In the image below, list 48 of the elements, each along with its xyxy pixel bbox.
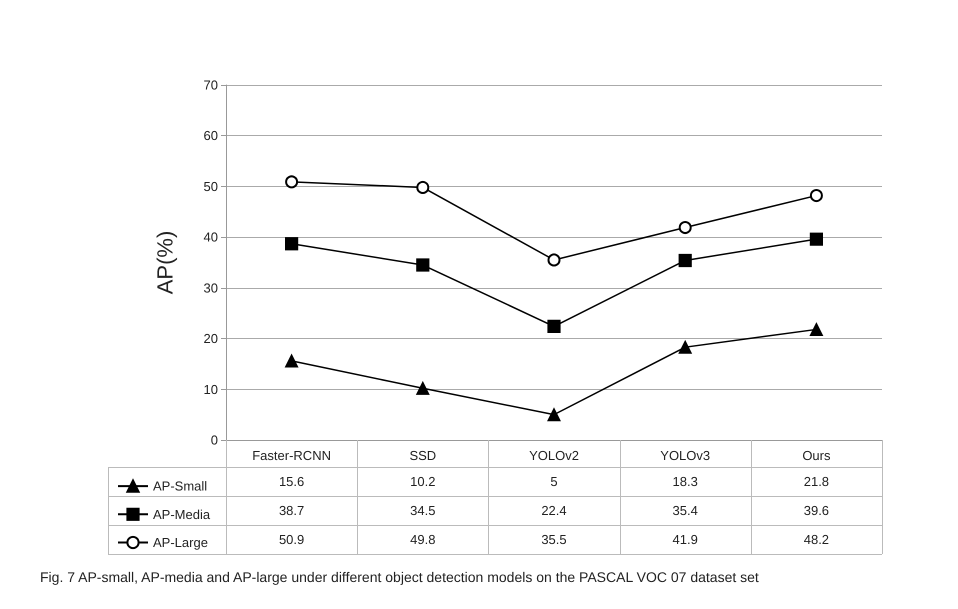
point	[810, 232, 823, 246]
y-tick-label: 30	[204, 280, 218, 296]
data-label: 39.6	[802, 503, 830, 518]
point	[678, 221, 692, 234]
y-tick-label: 70	[204, 78, 218, 92]
data-label: 48.2	[802, 532, 830, 547]
data-label: 10.2	[409, 474, 436, 489]
data-label: 35.5	[540, 532, 568, 547]
y-tick-label: 60	[204, 128, 218, 144]
legend-label: AP-Media	[153, 506, 211, 522]
x-tick-label: YOLOv2	[529, 448, 579, 463]
point	[547, 408, 561, 422]
x-tick-label: YOLOv3	[660, 448, 710, 463]
x-tick-label: SSD	[409, 448, 436, 463]
data-label: 15.6	[278, 474, 306, 489]
data-label: 49.8	[409, 532, 436, 547]
point	[285, 354, 298, 368]
point	[678, 340, 692, 354]
point	[285, 175, 298, 188]
data-label: 38.7	[278, 503, 306, 518]
y-tick-label: 50	[204, 178, 218, 194]
y-tick-label: 20	[204, 331, 218, 346]
y-tick-label: 10	[204, 382, 218, 397]
data-label: 22.4	[540, 503, 568, 518]
legend-label: AP-Small	[153, 478, 208, 494]
data-label: 5	[549, 474, 559, 489]
y-tick-label: 0	[210, 432, 218, 448]
point	[416, 258, 430, 272]
data-label: 41.9	[672, 532, 699, 547]
point	[547, 320, 561, 333]
data-label: 35.4	[672, 503, 699, 518]
data-label: 50.9	[278, 532, 306, 547]
data-label: 21.8	[802, 474, 830, 489]
x-tick-label: Ours	[802, 448, 831, 463]
y-axis-title: AP(%)	[152, 230, 178, 294]
caption: Fig. 7 AP-small, AP-media and AP-large under different object detection models on the PASCAL VOC 07 dataset set	[40, 568, 760, 587]
data-label: 34.5	[409, 503, 436, 518]
point	[285, 237, 298, 250]
y-tick-label: 40	[204, 230, 218, 245]
point	[416, 180, 430, 194]
point	[548, 253, 560, 266]
data-label: 18.3	[672, 474, 699, 489]
x-tick-label: Faster-RCNN	[252, 448, 331, 463]
point	[810, 189, 823, 202]
point	[810, 322, 823, 336]
point	[678, 254, 692, 268]
point	[416, 382, 430, 395]
legend-label: AP-Large	[153, 535, 208, 550]
